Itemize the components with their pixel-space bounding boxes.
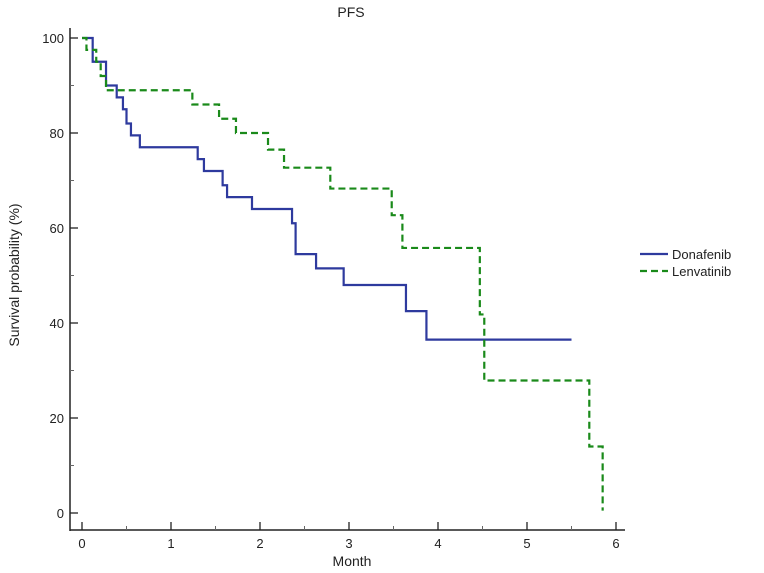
x-tick-label: 6	[612, 536, 619, 551]
legend-label-donafenib: Donafenib	[672, 247, 731, 262]
x-tick-label: 2	[256, 536, 263, 551]
x-axis-label: Month	[333, 553, 372, 569]
x-tick-label: 5	[523, 536, 530, 551]
y-tick-label: 60	[50, 221, 64, 236]
x-tick-label: 4	[434, 536, 441, 551]
x-tick-label: 1	[167, 536, 174, 551]
y-tick-label: 80	[50, 126, 64, 141]
y-tick-label: 0	[57, 506, 64, 521]
series-group	[82, 36, 604, 511]
legend-label-lenvatinib: Lenvatinib	[672, 264, 731, 279]
y-tick-label: 20	[50, 411, 64, 426]
y-tick-label: 100	[42, 31, 64, 46]
y-tick-label: 40	[50, 316, 64, 331]
chart-title: PFS	[337, 4, 364, 20]
series-line-donafenib	[82, 36, 572, 341]
x-tick-label: 0	[78, 536, 85, 551]
legend: Donafenib Lenvatinib	[640, 247, 731, 279]
axes: 0 20 40 60 80 100 0 1 2 3 4 5 6	[42, 28, 625, 551]
series-line-lenvatinib	[82, 36, 604, 511]
x-tick-label: 3	[345, 536, 352, 551]
y-axis-label: Survival probability (%)	[6, 203, 22, 346]
